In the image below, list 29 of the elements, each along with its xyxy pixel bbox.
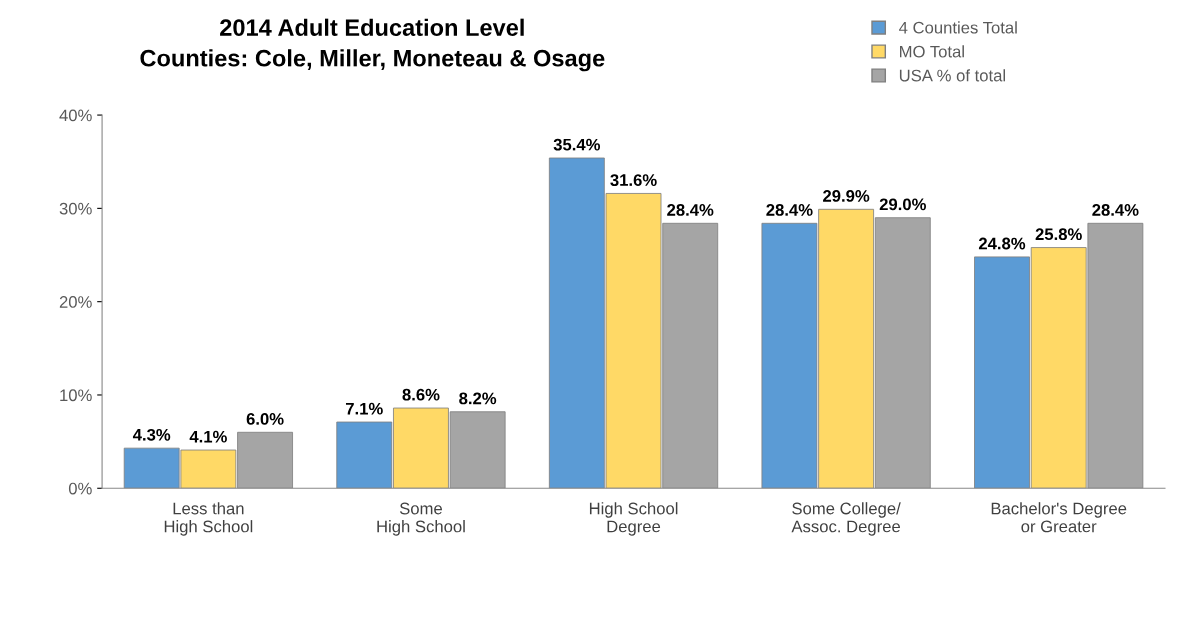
data-label: 35.4% — [553, 138, 601, 151]
data-label: 29.0% — [879, 198, 926, 211]
data-label: 4.3% — [132, 428, 171, 441]
data-label: 28.4% — [766, 204, 813, 216]
data-label: 8.6% — [402, 388, 440, 401]
legend-label: USA % of total — [899, 69, 1005, 82]
data-label: 25.8% — [1035, 228, 1082, 241]
x-tick-label: Less than High School — [164, 502, 253, 536]
y-tick-label: 10% — [60, 389, 92, 402]
data-label: 29.9% — [823, 190, 870, 202]
data-label: 8.2% — [459, 392, 497, 405]
data-label: 7.1% — [345, 402, 383, 415]
x-tick-label: Some High School — [377, 502, 465, 536]
x-tick-label: Bachelor's Degree or Greater — [991, 502, 1127, 533]
y-tick-label: 40% — [59, 109, 92, 122]
data-label: 6.0% — [246, 413, 284, 425]
data-label: 28.4% — [1092, 204, 1139, 216]
chart-title: 2014 Adult Education Level Counties: Cole, Miller, Moneteau & Osage — [140, 18, 605, 72]
x-tick-label: Some College/ Assoc. Degree — [791, 502, 901, 536]
y-tick-label: 0% — [68, 482, 92, 495]
data-label: 31.6% — [610, 174, 657, 186]
y-tick-label: 30% — [59, 202, 92, 215]
x-tick-label: High School Degree — [589, 502, 678, 536]
data-label: 28.4% — [667, 204, 714, 216]
legend-label: MO Total — [900, 45, 964, 58]
data-label: 4.1% — [189, 430, 227, 443]
data-label: 24.8% — [978, 237, 1026, 250]
y-tick-label: 20% — [59, 296, 92, 308]
legend-label: 4 Counties Total — [899, 21, 1017, 34]
